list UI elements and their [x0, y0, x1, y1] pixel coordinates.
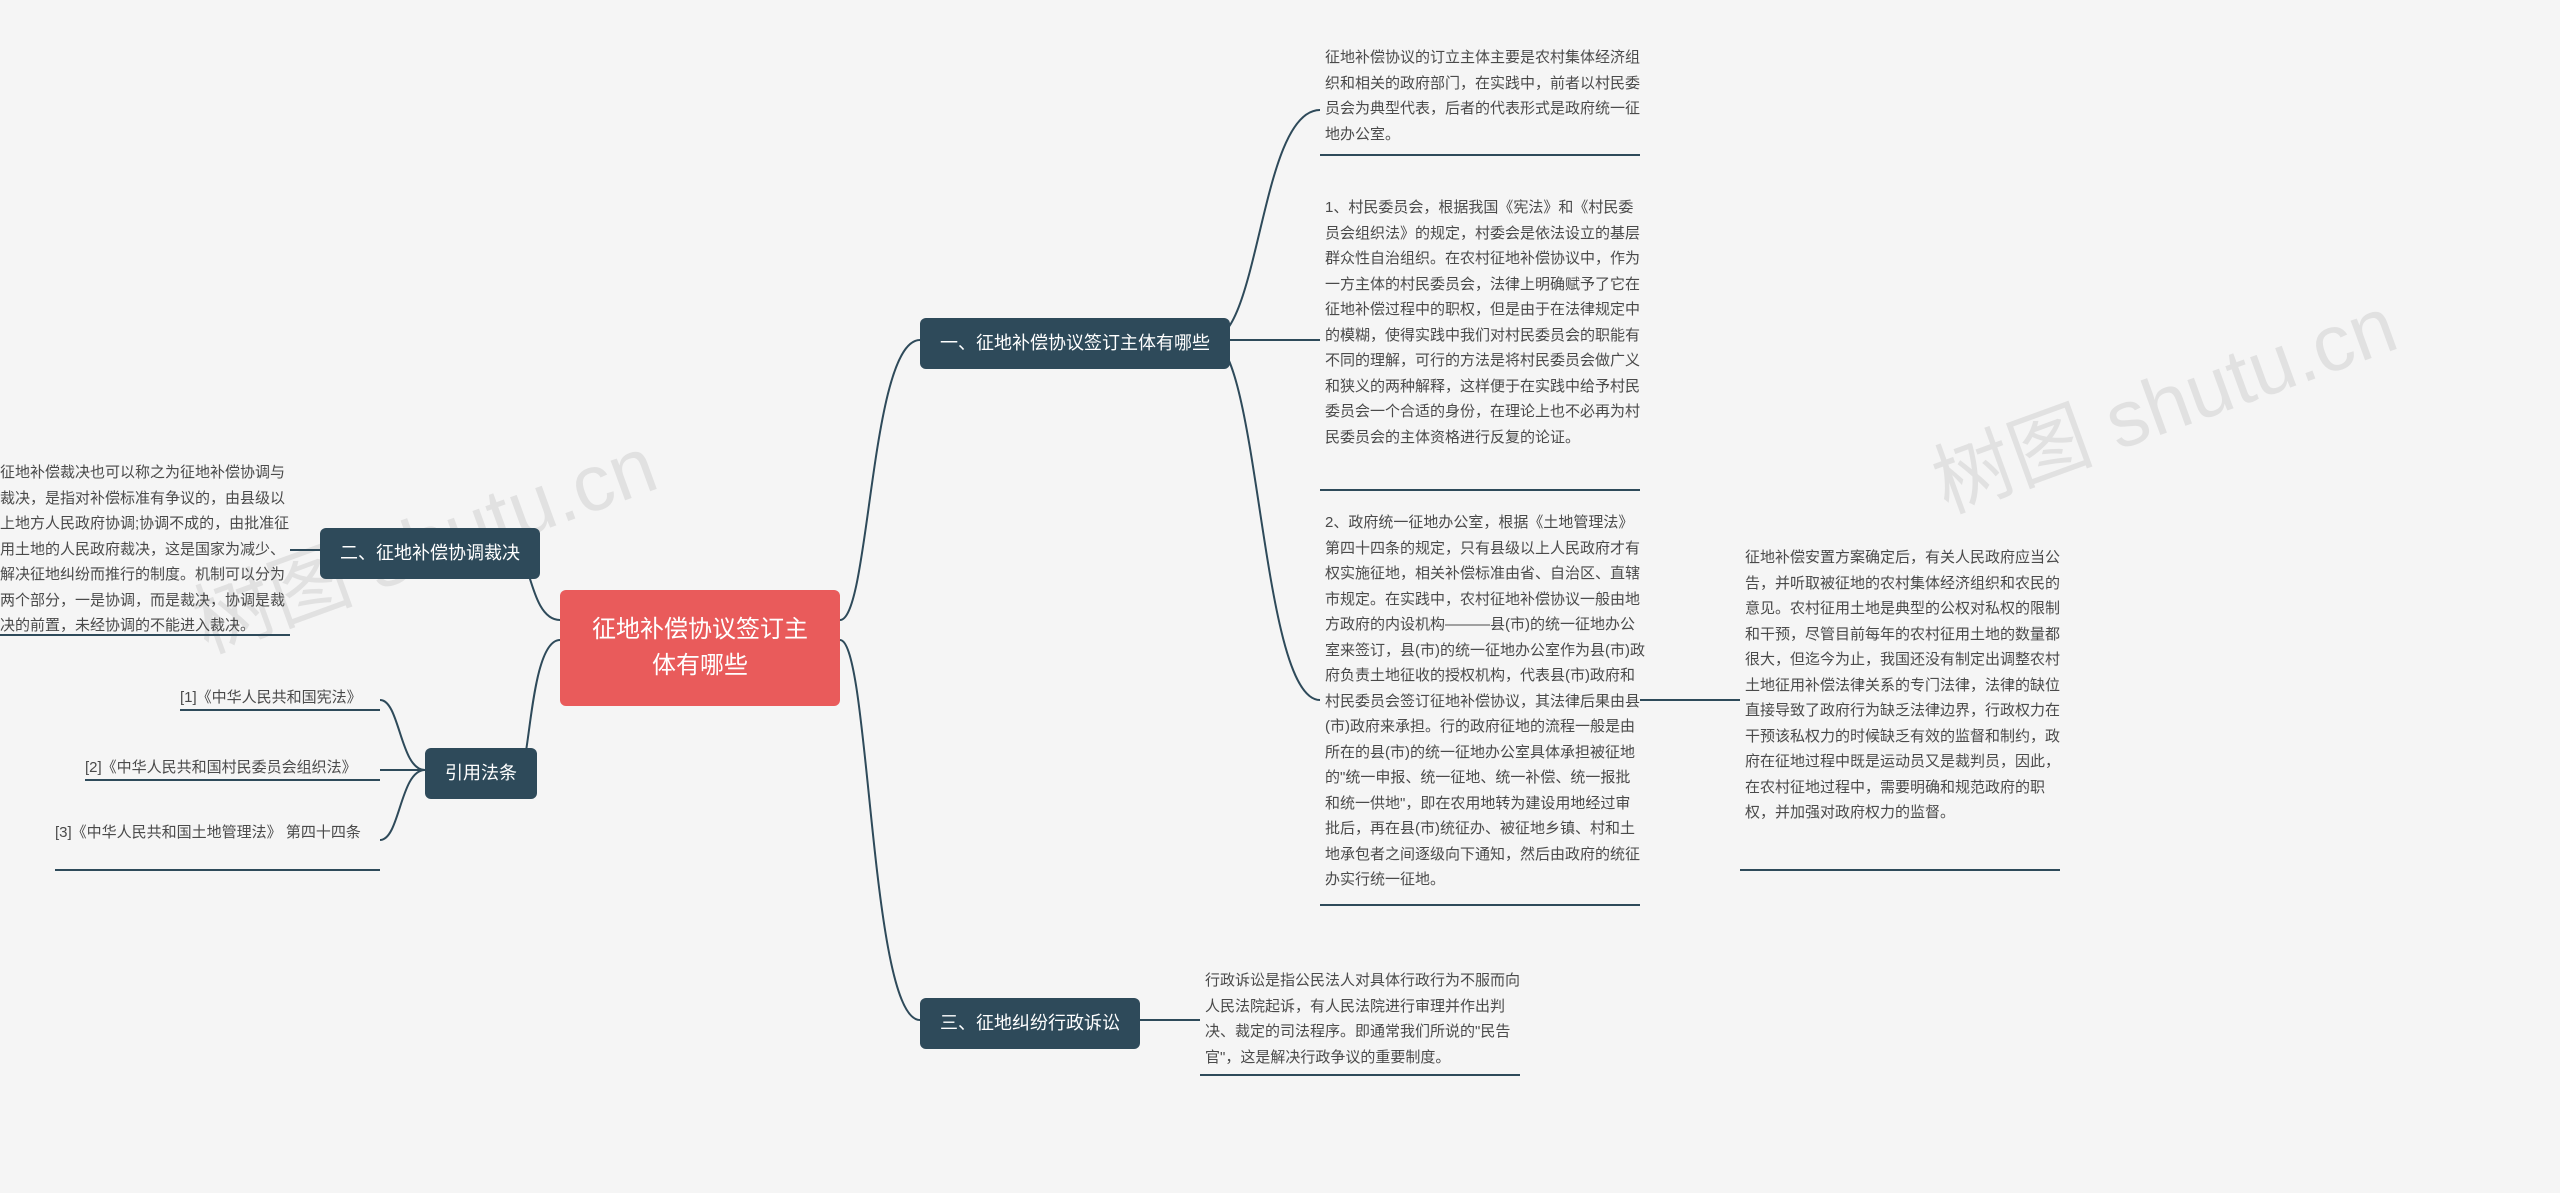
leaf-1a: 征地补偿协议的订立主体主要是农村集体经济组织和相关的政府部门，在实践中，前者以村… [1325, 45, 1645, 147]
branch-4: 引用法条 [425, 748, 537, 799]
branch-2: 二、征地补偿协调裁决 [320, 528, 540, 579]
branch-1: 一、征地补偿协议签订主体有哪些 [920, 318, 1230, 369]
leaf-1b: 1、村民委员会，根据我国《宪法》和《村民委员会组织法》的规定，村委会是依法设立的… [1325, 195, 1645, 450]
watermark: 树图 shutu.cn [1915, 261, 2410, 536]
branch-3: 三、征地纠纷行政诉讼 [920, 998, 1140, 1049]
leaf-4c: [3]《中华人民共和国土地管理法》 第四十四条 [55, 820, 361, 846]
leaf-4a: [1]《中华人民共和国宪法》 [180, 685, 362, 711]
leaf-4b: [2]《中华人民共和国村民委员会组织法》 [85, 755, 357, 781]
leaf-2: 征地补偿裁决也可以称之为征地补偿协调与裁决，是指对补偿标准有争议的，由县级以上地… [0, 460, 295, 639]
leaf-1c: 2、政府统一征地办公室，根据《土地管理法》第四十四条的规定，只有县级以上人民政府… [1325, 510, 1645, 893]
leaf-3: 行政诉讼是指公民法人对具体行政行为不服而向人民法院起诉，有人民法院进行审理并作出… [1205, 968, 1525, 1070]
leaf-1c-right: 征地补偿安置方案确定后，有关人民政府应当公告，并听取被征地的农村集体经济组织和农… [1745, 545, 2065, 826]
mindmap-root: 征地补偿协议签订主体有哪些 [560, 590, 840, 706]
